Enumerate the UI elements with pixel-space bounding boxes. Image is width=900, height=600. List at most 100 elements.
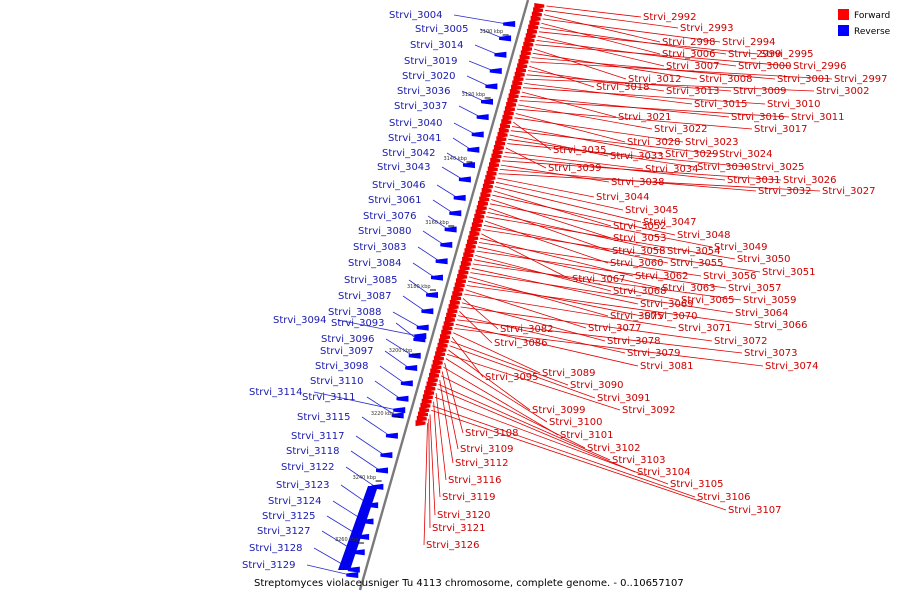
- reverse-leader-line: [452, 137, 472, 151]
- reverse-gene-arrow: [476, 114, 489, 121]
- forward-gene-arrow: [530, 15, 541, 22]
- reverse-leader-line: [461, 90, 486, 103]
- reverse-gene-label: Strvi_3084: [348, 258, 402, 269]
- forward-gene-label: Strvi_3102: [587, 443, 641, 454]
- reverse-gene-arrow: [376, 467, 389, 474]
- forward-gene-label: Strvi_3099: [532, 405, 586, 416]
- reverse-gene-label: Strvi_3014: [410, 40, 464, 51]
- forward-gene-label: Strvi_3031: [727, 175, 781, 186]
- forward-gene-arrow: [522, 46, 533, 52]
- reverse-leader-line: [417, 246, 440, 262]
- legend-forward-label: Forward: [854, 11, 890, 21]
- forward-leader-line: [531, 57, 776, 80]
- forward-leader-line: [481, 233, 571, 280]
- reverse-gene-label: Strvi_3087: [338, 291, 392, 302]
- forward-leader-line: [453, 332, 541, 374]
- reverse-leader-line: [436, 184, 458, 199]
- forward-leader-line: [514, 117, 684, 143]
- forward-gene-label: Strvi_3074: [765, 361, 819, 372]
- forward-gene-arrow: [424, 390, 435, 396]
- reverse-leader-line: [392, 311, 421, 328]
- forward-gene-label: Strvi_3034: [645, 164, 699, 175]
- forward-leader-line: [512, 121, 552, 151]
- forward-leader-line: [498, 173, 821, 192]
- reverse-gene-label: Strvi_3041: [388, 133, 442, 144]
- forward-gene-arrow: [437, 342, 448, 349]
- forward-leader-line: [428, 418, 431, 529]
- tick-label: 3200 kbp: [389, 348, 413, 354]
- tick-label: 3120 kbp: [462, 92, 486, 98]
- reverse-gene-label: Strvi_3037: [394, 101, 448, 112]
- forward-leader-line: [423, 423, 428, 546]
- forward-leader-line: [535, 44, 792, 67]
- reverse-leader-line: [453, 14, 508, 25]
- forward-gene-arrow: [485, 175, 496, 181]
- forward-gene-label: Strvi_3105: [670, 479, 724, 490]
- forward-gene-arrow: [448, 304, 459, 310]
- forward-gene-label: Strvi_3089: [542, 368, 596, 379]
- forward-leader-line: [444, 362, 464, 434]
- forward-leader-line: [515, 113, 626, 143]
- forward-gene-label: Strvi_3116: [448, 475, 502, 486]
- forward-leader-line: [471, 267, 639, 305]
- forward-gene-arrow: [490, 157, 501, 164]
- reverse-gene-label: Strvi_3098: [315, 361, 369, 372]
- forward-leader-line: [505, 147, 547, 169]
- reverse-gene-label: Strvi_3115: [297, 412, 351, 423]
- forward-gene-arrow: [416, 415, 427, 422]
- forward-leader-line: [519, 100, 790, 118]
- forward-gene-arrow: [465, 243, 476, 250]
- forward-gene-arrow: [470, 226, 481, 233]
- forward-leader-line: [497, 177, 595, 198]
- forward-gene-label: Strvi_3086: [494, 338, 548, 349]
- forward-gene-arrow: [464, 248, 475, 255]
- forward-gene-label: Strvi_3051: [762, 267, 816, 278]
- forward-gene-arrow: [488, 162, 499, 169]
- forward-gene-label: Strvi_3052: [613, 221, 667, 232]
- forward-leader-line: [492, 194, 676, 236]
- gene-arrows: [338, 3, 545, 578]
- forward-gene-arrow: [435, 351, 446, 358]
- forward-leader-line: [489, 203, 713, 248]
- forward-leader-line: [511, 126, 664, 155]
- reverse-leader-line: [422, 230, 445, 246]
- reverse-gene-arrow: [393, 407, 406, 414]
- forward-gene-label: Strvi_3103: [612, 455, 666, 466]
- forward-gene-arrow: [525, 33, 536, 40]
- forward-gene-label: Strvi_3049: [714, 242, 768, 253]
- reverse-leader-line: [379, 365, 406, 384]
- reverse-gene-label: Strvi_3129: [242, 560, 296, 571]
- reverse-gene-label: Strvi_3111: [302, 392, 356, 403]
- forward-gene-label: Strvi_3050: [737, 254, 791, 265]
- forward-leader-line: [516, 108, 753, 130]
- forward-leader-line: [441, 371, 459, 450]
- forward-gene-arrow: [526, 28, 537, 35]
- tick-label: 3260 kbp: [335, 537, 359, 543]
- reverse-leader-line: [337, 319, 419, 337]
- forward-gene-arrow: [529, 20, 540, 27]
- reverse-gene-label: Strvi_3093: [331, 318, 385, 329]
- forward-gene-arrow: [468, 235, 479, 242]
- forward-gene-label: Strvi_3010: [767, 99, 821, 110]
- forward-gene-arrow: [459, 265, 470, 272]
- forward-gene-label: Strvi_3121: [432, 523, 486, 534]
- legend-forward-swatch: [838, 9, 849, 20]
- forward-leader-line: [431, 409, 727, 511]
- reverse-gene-arrow: [467, 146, 480, 153]
- forward-gene-label: Strvi_3033: [610, 151, 664, 162]
- reverse-leader-line: [412, 262, 436, 278]
- forward-gene-arrow: [487, 166, 498, 173]
- forward-leader-line: [480, 237, 634, 277]
- forward-gene-label: Strvi_3078: [607, 336, 661, 347]
- forward-gene-arrow: [511, 84, 522, 91]
- reverse-gene-arrow: [485, 83, 498, 90]
- reverse-leader-line: [441, 166, 464, 180]
- reverse-gene-label: Strvi_3127: [257, 526, 311, 537]
- reverse-gene-label: Strvi_3124: [268, 496, 322, 507]
- forward-gene-arrow: [500, 123, 511, 130]
- reverse-gene-label: Strvi_3043: [377, 162, 431, 173]
- forward-leader-line: [494, 186, 642, 223]
- forward-leader-line: [473, 259, 680, 301]
- forward-gene-label: Strvi_3035: [553, 145, 607, 156]
- forward-gene-label: Strvi_3079: [627, 348, 681, 359]
